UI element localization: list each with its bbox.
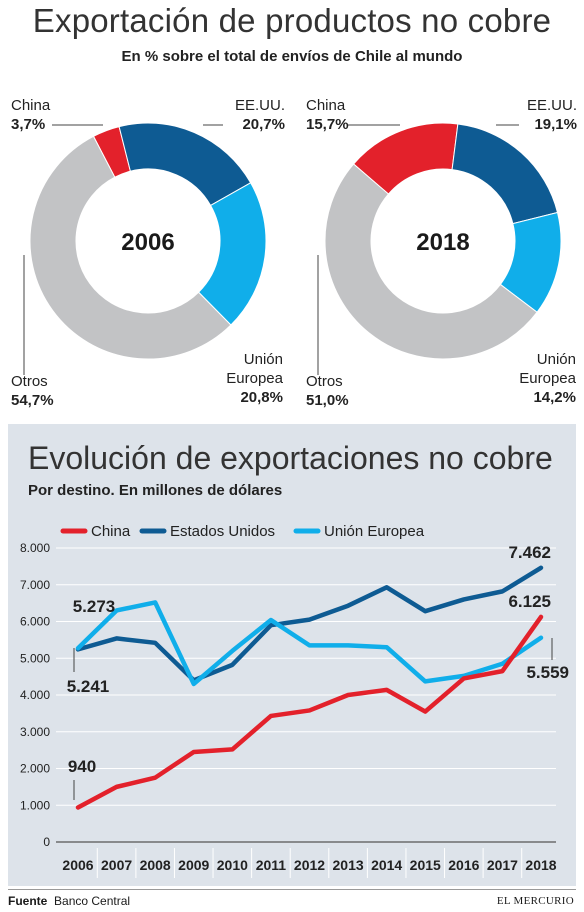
- line-chart-title: Evolución de exportaciones no cobre: [28, 440, 553, 476]
- y-tick-label: 2.000: [20, 762, 50, 776]
- x-tick-label: 2017: [487, 857, 518, 873]
- donut-2018: [324, 122, 562, 360]
- line-chart-panel: [8, 424, 576, 886]
- legend-label: China: [91, 523, 131, 540]
- main-title: Exportación de productos no cobre: [32, 2, 552, 39]
- series-line-unión-europea: [75, 600, 544, 687]
- label-2018-china: China 15,7%: [306, 97, 349, 133]
- line-chart-subtitle: Por destino. En millones de dólares: [28, 482, 283, 499]
- main-subtitle: En % sobre el total de envíos de Chile a…: [121, 48, 463, 65]
- legend-label: Estados Unidos: [170, 523, 275, 540]
- label-leader-lines: [23, 124, 519, 375]
- y-tick-label: 8.000: [20, 541, 50, 555]
- grid-lines: [56, 547, 556, 878]
- donut-2006-year: 2006: [121, 229, 175, 256]
- label-2018-usa: EE.UU. 19,1%: [526, 97, 577, 133]
- x-tick-label: 2018: [525, 857, 556, 873]
- y-tick-label: 4.000: [20, 688, 50, 702]
- series-line-estados-unidos: [75, 565, 544, 683]
- label-2006-china: China 3,7%: [11, 97, 51, 133]
- donut-2018-year: 2018: [416, 229, 470, 256]
- x-tick-label: 2014: [371, 857, 402, 873]
- y-tick-label: 1.000: [20, 798, 50, 812]
- data-label: 7.462: [508, 543, 551, 562]
- donut-2006: [29, 122, 267, 360]
- label-2018-otros: Otros 51,0%: [306, 373, 349, 409]
- x-tick-label: 2006: [62, 857, 93, 873]
- y-tick-label: 5.000: [20, 651, 50, 665]
- label-2006-otros: Otros 54,7%: [11, 373, 54, 409]
- donut-charts: [23, 122, 562, 375]
- label-2018-eu: Unión Europea 14,2%: [519, 351, 576, 406]
- footer-brand: EL MERCURIO: [496, 895, 574, 907]
- data-label: 6.125: [508, 592, 551, 611]
- legend-label: Unión Europea: [324, 523, 425, 540]
- line-chart: 0 1.000 2.000 3.000 4.000 5.000 6.000 7.000 8.00…: [20, 523, 569, 878]
- footer-source: Fuente Banco Central: [8, 894, 131, 908]
- x-tick-label: 2007: [101, 857, 132, 873]
- data-label: 5.273: [73, 597, 116, 616]
- label-2006-usa: EE.UU. 20,7%: [234, 97, 285, 133]
- y-tick-label: 3.000: [20, 725, 50, 739]
- data-label: 5.241: [67, 677, 110, 696]
- x-tick-labels: 2006 2007 2008 2009 2010 2011 2012 2013 2014 2015…: [62, 857, 556, 873]
- y-tick-label: 6.000: [20, 615, 50, 629]
- y-tick-label: 0: [43, 835, 50, 849]
- x-tick-label: 2012: [294, 857, 325, 873]
- label-2006-eu: Unión Europea 20,8%: [226, 351, 283, 406]
- x-tick-label: 2011: [256, 857, 287, 873]
- footer-rule: [8, 889, 576, 890]
- x-tick-label: 2010: [217, 857, 248, 873]
- x-tick-label: 2015: [410, 857, 441, 873]
- y-tick-labels: 0 1.000 2.000 3.000 4.000 5.000 6.000 7.000 8.00…: [20, 541, 50, 849]
- series-line-china: [75, 614, 544, 810]
- data-annotations: 940 6.125 5.241 7.462 5.273 5.559: [67, 543, 569, 800]
- y-tick-label: 7.000: [20, 578, 50, 592]
- x-tick-label: 2013: [333, 857, 364, 873]
- x-tick-label: 2016: [448, 857, 479, 873]
- x-tick-label: 2009: [178, 857, 209, 873]
- data-label: 5.559: [526, 663, 569, 682]
- legend: China Estados Unidos Unión Europea: [60, 523, 425, 540]
- x-tick-label: 2008: [140, 857, 171, 873]
- slice-2006-otros: [29, 135, 232, 360]
- slice-2018-otros: [324, 163, 538, 360]
- series-lines: [75, 565, 544, 810]
- data-label: 940: [68, 757, 96, 776]
